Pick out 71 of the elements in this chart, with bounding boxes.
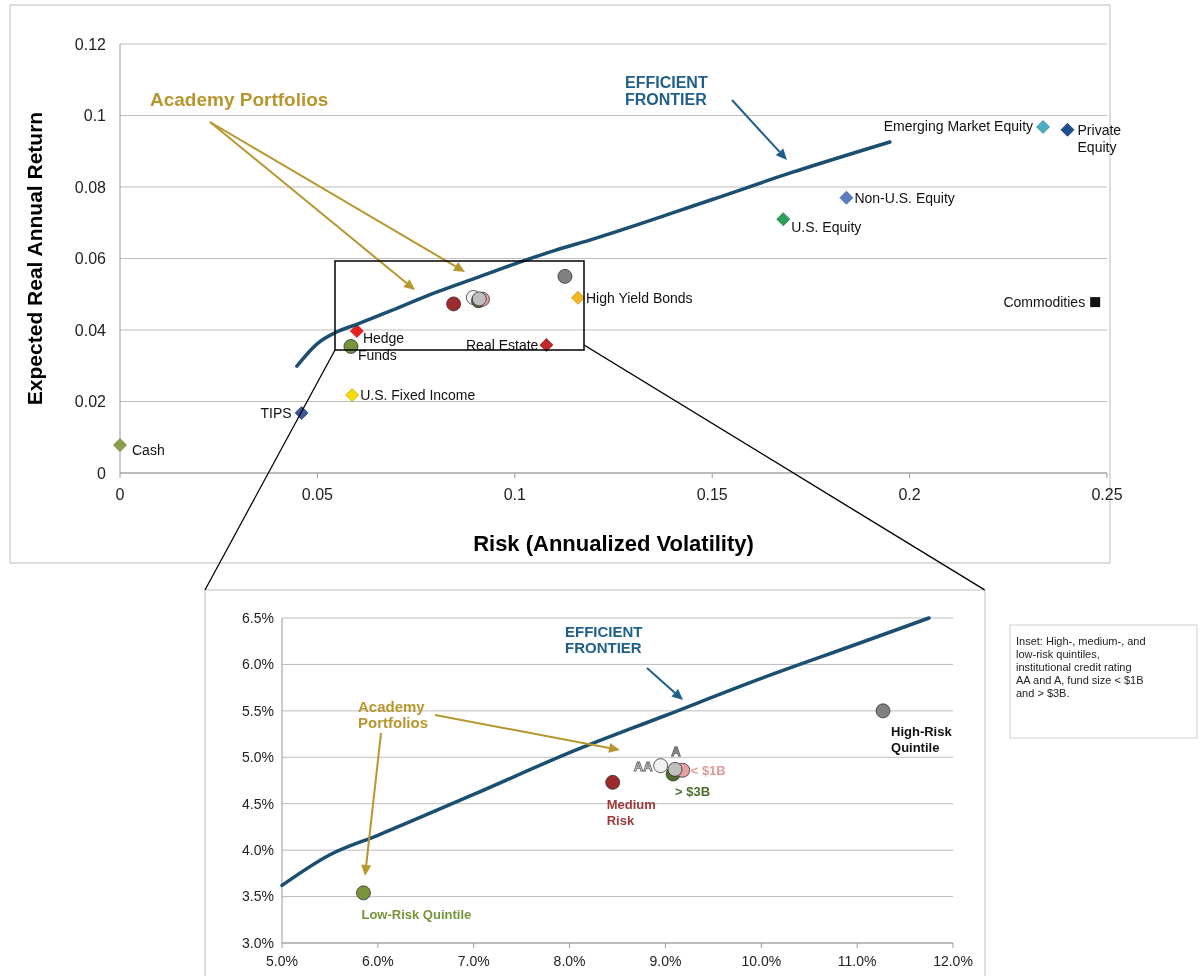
series-label: U.S. Equity [791, 219, 862, 236]
point [653, 758, 669, 774]
y-tick-label: 0.04 [74, 321, 107, 339]
x-tick-label: 0.1 [503, 486, 527, 503]
point [356, 885, 371, 901]
x-tick-label: 0.15 [696, 486, 728, 503]
point [776, 212, 791, 227]
y-tick-label: 3.5% [242, 888, 274, 905]
series-label: U.S. Fixed Income [360, 387, 476, 404]
annotation: EFFICIENT FRONTIER [565, 623, 643, 656]
series-label: High Yield Bonds [585, 289, 693, 306]
x-tick-label: 5.0% [266, 953, 298, 969]
x-tick-label: 11.0% [837, 953, 877, 969]
x-tick-label: 0.2 [898, 486, 921, 503]
x-tick-label: 8.0% [553, 953, 586, 969]
annotation: Academy Portfolios [358, 698, 428, 731]
series-label: A [671, 744, 682, 760]
y-tick-label: 6.0% [242, 656, 274, 673]
x-axis-title: Risk (Annualized Volatility) [473, 531, 754, 556]
series-label: Low-Risk Quintile [361, 906, 472, 922]
series-label: AA [633, 758, 654, 774]
point [113, 438, 127, 453]
y-tick-label: 0.02 [74, 393, 107, 411]
point [1060, 122, 1075, 137]
x-tick-label: 0.05 [301, 486, 334, 503]
annotation: Academy Portfolios [150, 89, 329, 110]
series-label: Emerging Market Equity [883, 117, 1034, 134]
point [839, 190, 854, 205]
x-tick-label: 0.25 [1091, 486, 1123, 503]
x-tick-label: 9.0% [649, 953, 682, 969]
annotation: EFFICIENT FRONTIER [625, 74, 708, 108]
y-tick-label: 0.08 [74, 178, 107, 196]
y-tick-label: 4.0% [242, 842, 274, 859]
series-label: Non-U.S. Equity [854, 189, 955, 206]
point [875, 703, 891, 719]
point [1036, 120, 1050, 134]
y-tick-label: 4.5% [242, 795, 274, 812]
x-tick-label: 6.0% [361, 953, 394, 969]
y-tick-label: 6.5% [242, 609, 274, 626]
point [349, 324, 364, 338]
y-tick-label: 0 [97, 464, 107, 482]
point [571, 290, 585, 305]
x-tick-label: 12.0% [933, 953, 973, 969]
text: Inset: High-, medium-, and low-risk quintiles, institutional credit rating AA and A, fund size < $1B and > $3B. [1016, 635, 1146, 699]
series-label: Real Estate [466, 337, 539, 354]
y-tick-label: 5.0% [242, 749, 274, 766]
y-tick-label: 0.1 [83, 107, 107, 125]
point [667, 761, 683, 777]
series-label: Medium Risk [606, 797, 656, 829]
y-tick-label: 0.06 [74, 250, 107, 268]
y-tick-label: 0.12 [74, 35, 107, 53]
series-label: < $1B [690, 763, 726, 779]
series-label: Cash [132, 442, 165, 459]
point [605, 774, 621, 790]
y-axis-title: Expected Real Annual Return [23, 111, 46, 406]
series-label: Hedge Funds [357, 330, 405, 364]
series-label: Private Equity [1077, 121, 1122, 155]
series-label: > $3B [675, 784, 711, 799]
series-label: TIPS [260, 404, 292, 421]
point [539, 338, 554, 352]
x-tick-label: 10.0% [741, 953, 782, 969]
point [1090, 297, 1101, 308]
series-label: Commodities [1003, 294, 1086, 311]
point [446, 296, 462, 312]
point [345, 388, 360, 402]
point [557, 268, 573, 284]
y-tick-label: 3.0% [242, 934, 274, 951]
x-tick-label: 0 [115, 486, 125, 503]
y-tick-label: 5.5% [242, 702, 274, 719]
series-label: High-Risk Quintile [891, 723, 953, 755]
x-tick-label: 7.0% [457, 953, 490, 969]
